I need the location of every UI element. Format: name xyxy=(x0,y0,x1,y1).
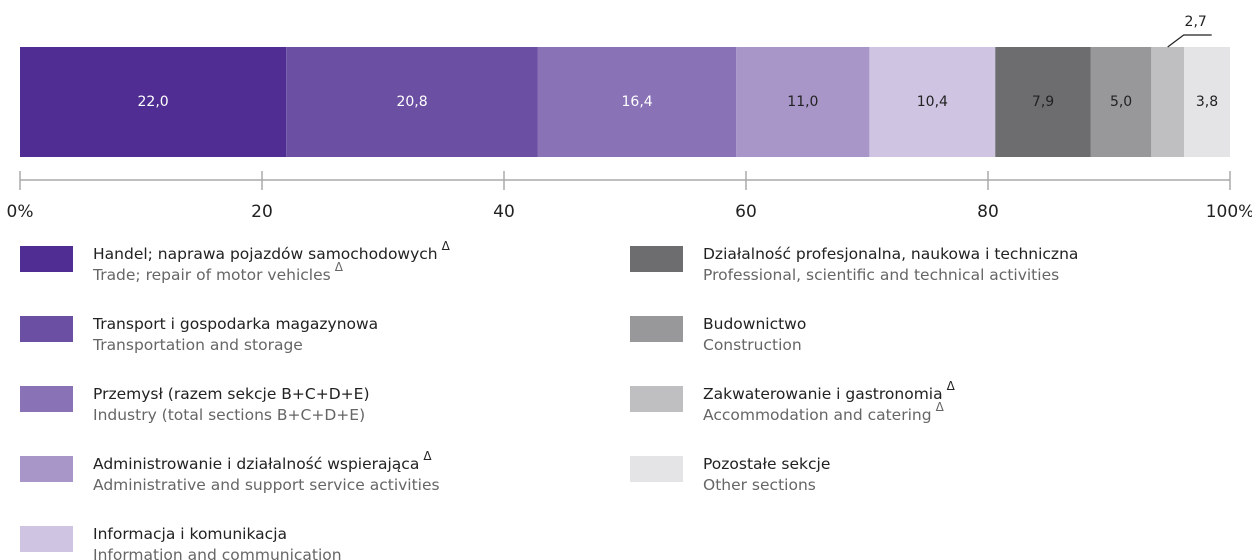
bar-segment xyxy=(736,47,870,157)
legend-swatch xyxy=(630,456,683,482)
legend-label-en: Other sections xyxy=(703,476,816,494)
legend-swatch xyxy=(20,526,73,552)
x-tick-label: 40 xyxy=(493,202,515,222)
legend-name: Administrowanie i działalność wspierając… xyxy=(93,455,419,473)
legend-name: Budownictwo xyxy=(703,315,806,333)
legend-mark: Δ xyxy=(936,400,945,414)
bar-segment xyxy=(1151,47,1185,157)
legend-name-en: Industry (total sections B+C+D+E) xyxy=(93,406,365,424)
bar-label: 5,0 xyxy=(1110,94,1132,110)
legend-name: Działalność profesjonalna, naukowa i tec… xyxy=(703,245,1078,263)
bar-segment xyxy=(869,47,996,157)
legend-swatch xyxy=(20,246,73,272)
legend-name-en: Transportation and storage xyxy=(92,336,303,354)
bar-label: 20,8 xyxy=(396,94,427,110)
legend-mark: Δ xyxy=(335,260,344,274)
legend-label-en: Industry (total sections B+C+D+E) xyxy=(93,406,365,424)
legend-label: Budownictwo xyxy=(703,315,806,333)
legend-label-en: Construction xyxy=(703,336,802,354)
legend-label: Działalność profesjonalna, naukowa i tec… xyxy=(703,245,1078,263)
legend-name-en: Trade; repair of motor vehicles xyxy=(92,266,331,284)
legend-name: Transport i gospodarka magazynowa xyxy=(92,315,378,333)
legend-label-en: Administrative and support service activ… xyxy=(93,476,440,494)
legend-name: Informacja i komunikacja xyxy=(93,525,287,543)
legend-mark: Δ xyxy=(947,379,956,393)
legend-name: Handel; naprawa pojazdów samochodowych xyxy=(93,245,438,263)
bar-label: 11,0 xyxy=(787,94,818,110)
legend-label-en: Professional, scientific and technical a… xyxy=(703,266,1059,284)
bar-segment xyxy=(1090,47,1152,157)
bar-segment xyxy=(995,47,1091,157)
bar-label: 3,8 xyxy=(1196,94,1218,110)
legend-label: Zakwaterowanie i gastronomia Δ xyxy=(703,379,956,403)
legend-name: Przemysł (razem sekcje B+C+D+E) xyxy=(93,385,370,403)
legend-name-en: Administrative and support service activ… xyxy=(93,476,440,494)
legend-name-en: Information and communication xyxy=(93,546,342,560)
x-tick-label: 100% xyxy=(1206,202,1252,222)
legend-label: Pozostałe sekcje xyxy=(703,455,830,473)
legend-label-en: Transportation and storage xyxy=(92,336,303,354)
legend-label: Przemysł (razem sekcje B+C+D+E) xyxy=(93,385,370,403)
legend-name: Zakwaterowanie i gastronomia xyxy=(703,385,943,403)
legend-name: Pozostałe sekcje xyxy=(703,455,830,473)
bar-label: 2,7 xyxy=(1185,14,1207,30)
legend-mark: Δ xyxy=(442,239,451,253)
legend-label: Informacja i komunikacja xyxy=(93,525,287,543)
legend-label: Handel; naprawa pojazdów samochodowych Δ xyxy=(93,239,451,263)
x-tick-label: 80 xyxy=(977,202,999,222)
legend-swatch xyxy=(20,456,73,482)
bar-label: 10,4 xyxy=(917,94,948,110)
legend-label: Administrowanie i działalność wspierając… xyxy=(93,449,432,473)
legend-label-en: Trade; repair of motor vehicles Δ xyxy=(92,260,344,284)
x-tick-label: 20 xyxy=(251,202,273,222)
bar-segment xyxy=(286,47,538,157)
legend-swatch xyxy=(630,386,683,412)
legend-swatch xyxy=(630,316,683,342)
legend-swatch xyxy=(20,316,73,342)
bar-segment xyxy=(537,47,737,157)
bar-label: 7,9 xyxy=(1032,94,1054,110)
x-tick-label: 0% xyxy=(7,202,34,222)
legend-mark: Δ xyxy=(423,449,432,463)
legend-name-en: Accommodation and catering xyxy=(703,406,932,424)
leader-line xyxy=(1167,34,1212,48)
legend-name-en: Construction xyxy=(703,336,802,354)
legend-label-en: Accommodation and catering Δ xyxy=(703,400,945,424)
bar-label: 16,4 xyxy=(622,94,653,110)
x-tick-label: 60 xyxy=(735,202,757,222)
legend-name-en: Other sections xyxy=(703,476,816,494)
legend-name-en: Professional, scientific and technical a… xyxy=(703,266,1059,284)
bar-label: 22,0 xyxy=(138,94,169,110)
legend-label: Transport i gospodarka magazynowa xyxy=(92,315,378,333)
bar-segment xyxy=(20,47,287,157)
legend-label-en: Information and communication xyxy=(93,546,342,560)
bar-segment xyxy=(1184,47,1230,157)
legend-swatch xyxy=(630,246,683,272)
legend-swatch xyxy=(20,386,73,412)
